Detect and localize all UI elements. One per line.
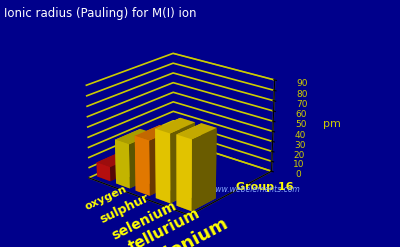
Text: Ionic radius (Pauling) for M(I) ion: Ionic radius (Pauling) for M(I) ion xyxy=(4,7,196,21)
